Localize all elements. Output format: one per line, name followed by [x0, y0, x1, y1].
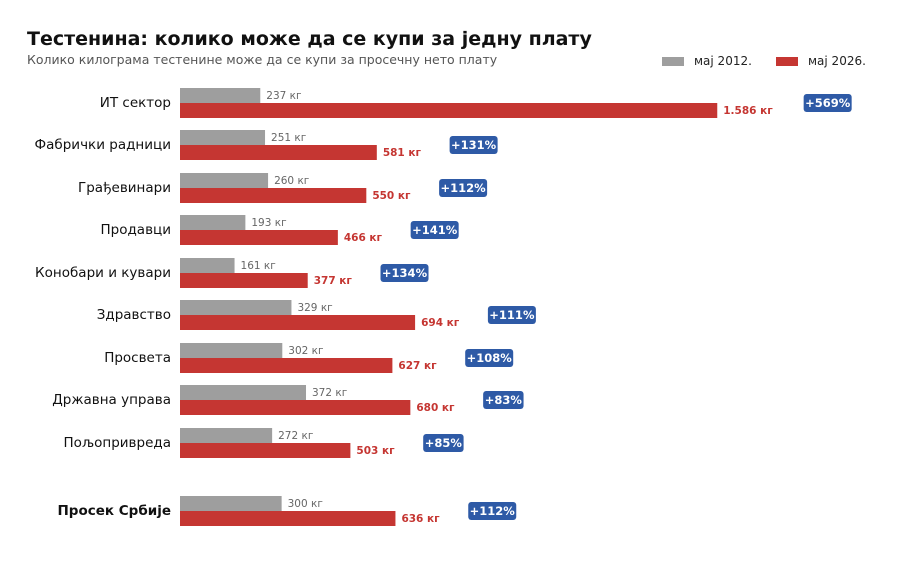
change-badge	[423, 434, 464, 452]
bar-2012	[180, 130, 266, 145]
bar-2026	[180, 400, 411, 415]
value-label-2026: 1.586 кг	[723, 105, 773, 117]
category-label: Здравство	[97, 307, 171, 323]
category-label: ИТ сектор	[100, 95, 171, 111]
legend-swatch-2026	[776, 56, 798, 66]
value-label-2026: 377 кг	[314, 275, 353, 287]
change-badge-label: +141%	[412, 223, 458, 237]
category-label: Продавци	[100, 222, 171, 238]
bar-2026	[180, 443, 351, 458]
change-badge-label: +112%	[441, 181, 487, 195]
change-badge	[465, 349, 514, 367]
category-label: Пољопривреда	[64, 435, 171, 451]
change-badge-label: +83%	[485, 393, 523, 407]
value-label-2012: 372 кг	[312, 387, 347, 399]
value-label-2012: 251 кг	[271, 132, 306, 144]
value-label-2012: 272 кг	[278, 430, 313, 442]
category-label: Грађевинари	[78, 180, 171, 196]
bar-2026	[180, 273, 308, 288]
bar-2026	[180, 145, 377, 160]
change-badge	[487, 306, 536, 324]
bar-2012	[180, 300, 292, 315]
value-label-2012: 237 кг	[266, 90, 301, 102]
legend-label-2026: мај 2026.	[808, 54, 866, 68]
value-label-2012: 302 кг	[288, 345, 323, 357]
value-label-2026: 627 кг	[398, 360, 437, 372]
chart-title: Тестенина: колико може да се купи за јед…	[27, 28, 592, 50]
bar-2026	[180, 358, 393, 373]
change-badge	[410, 221, 459, 239]
value-label-2026: 636 кг	[401, 513, 440, 525]
bar-2012	[180, 173, 269, 188]
bar-2012	[180, 496, 282, 511]
bar-2012	[180, 428, 273, 443]
category-label: Просвета	[104, 350, 171, 366]
value-label-2026: 680 кг	[416, 402, 455, 414]
value-label-2026: 550 кг	[372, 190, 411, 202]
value-label-2012: 329 кг	[297, 302, 332, 314]
value-label-2012: 300 кг	[288, 498, 323, 510]
bar-2026	[180, 230, 338, 245]
bar-2012	[180, 385, 307, 400]
change-badge	[803, 94, 852, 112]
change-badge-label: +134%	[382, 266, 428, 280]
value-label-2012: 193 кг	[251, 217, 286, 229]
bar-2012	[180, 88, 261, 103]
bar-2012	[180, 215, 246, 230]
legend-label-2012: мај 2012.	[694, 54, 752, 68]
category-label: Конобари и кувари	[35, 265, 171, 281]
value-label-2012: 260 кг	[274, 175, 309, 187]
legend-swatch-2012	[662, 56, 684, 66]
change-badge	[380, 264, 429, 282]
change-badge	[439, 179, 488, 197]
bar-2012	[180, 258, 235, 273]
bar-2026	[180, 103, 718, 118]
value-label-2026: 581 кг	[383, 147, 422, 159]
change-badge-label: +85%	[425, 436, 463, 450]
change-badge	[468, 502, 517, 520]
category-label: Просек Србије	[58, 503, 172, 519]
bar-2026	[180, 511, 396, 526]
bar-2012	[180, 343, 283, 358]
change-badge-label: +108%	[467, 351, 513, 365]
legend-item-2026: мај 2026.	[776, 54, 866, 68]
value-label-2026: 694 кг	[421, 317, 460, 329]
change-badge	[483, 391, 524, 409]
change-badge-label: +131%	[451, 138, 497, 152]
category-label: Државна управа	[52, 392, 171, 408]
value-label-2012: 161 кг	[241, 260, 276, 272]
value-label-2026: 503 кг	[356, 445, 395, 457]
change-badge-label: +112%	[470, 504, 516, 518]
bar-2026	[180, 188, 367, 203]
chart-subtitle: Колико килограма тестенине може да се ку…	[27, 52, 498, 67]
change-badge-label: +569%	[805, 96, 851, 110]
category-label: Фабрички радници	[35, 137, 172, 153]
change-badge	[449, 136, 498, 154]
bar-2026	[180, 315, 416, 330]
change-badge-label: +111%	[489, 308, 535, 322]
value-label-2026: 466 кг	[344, 232, 383, 244]
legend-item-2012: мај 2012.	[662, 54, 752, 68]
